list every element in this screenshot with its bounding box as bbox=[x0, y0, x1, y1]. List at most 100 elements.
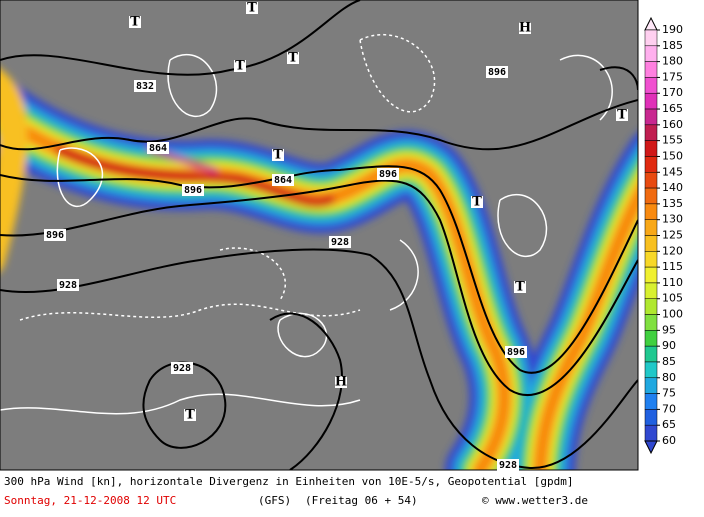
pressure-center: T bbox=[273, 148, 283, 163]
colorbar-segment bbox=[644, 45, 658, 62]
colorbar-segment bbox=[644, 92, 658, 110]
colorbar-tick-label: 135 bbox=[662, 197, 683, 210]
label-background bbox=[377, 168, 399, 180]
contour-label: 896 bbox=[184, 185, 202, 196]
colorbar-tick-label: 150 bbox=[662, 149, 683, 162]
footer-model: (GFS) bbox=[258, 494, 291, 507]
colorbar-tick-label: 130 bbox=[662, 213, 683, 226]
pressure-center: T bbox=[185, 408, 195, 423]
contour-label: 928 bbox=[331, 237, 349, 248]
pressure-center: T bbox=[617, 108, 627, 123]
label-background bbox=[471, 196, 483, 208]
colorbar-segment bbox=[644, 377, 658, 394]
contour-label: 896 bbox=[507, 347, 525, 358]
label-background bbox=[234, 60, 246, 72]
contour-label: 896 bbox=[488, 67, 506, 78]
contour-label: 864 bbox=[149, 143, 167, 154]
footer-credit: © www.wetter3.de bbox=[482, 494, 588, 507]
colorbar-tick-label: 90 bbox=[662, 339, 676, 352]
colorbar-segment bbox=[644, 393, 658, 410]
colorbar-tick-label: 115 bbox=[662, 260, 683, 273]
pressure-center: T bbox=[472, 195, 482, 210]
colorbar-segment bbox=[644, 124, 658, 141]
label-background bbox=[184, 409, 196, 421]
colorbar-segment bbox=[644, 29, 658, 47]
colorbar-tick-label: 140 bbox=[662, 181, 683, 194]
label-background bbox=[287, 52, 299, 64]
label-background bbox=[519, 22, 531, 34]
colorbar-tick-label: 155 bbox=[662, 134, 683, 147]
colorbar-tick-label: 125 bbox=[662, 229, 683, 242]
label-background bbox=[182, 184, 204, 196]
label-background bbox=[505, 346, 527, 358]
label-background bbox=[147, 142, 169, 154]
contour-label: 928 bbox=[499, 460, 517, 471]
colorbar-segment bbox=[644, 156, 658, 173]
label-background bbox=[246, 2, 258, 14]
pressure-center: T bbox=[247, 1, 257, 16]
contour-label: 896 bbox=[379, 169, 397, 180]
colorbar-tick-label: 65 bbox=[662, 418, 676, 431]
map-labels: 832 864 864 896 896 896 896 896 928 928 928 928 H H T T… bbox=[44, 1, 628, 471]
colorbar-tick-label: 105 bbox=[662, 292, 683, 305]
pressure-center: H bbox=[335, 375, 347, 390]
contour-label: 832 bbox=[136, 81, 154, 92]
contour-label: 928 bbox=[59, 280, 77, 291]
colorbar-segment bbox=[644, 140, 658, 157]
colorbar-segment bbox=[644, 235, 658, 252]
footer-date: Sonntag, 21-12-2008 12 UTC bbox=[4, 494, 176, 507]
colorbar-tick-label: 170 bbox=[662, 86, 683, 99]
colorbar-segment bbox=[644, 345, 658, 363]
pressure-center: T bbox=[515, 280, 525, 295]
colorbar-segment bbox=[644, 172, 658, 189]
colorbar-top-arrow bbox=[644, 16, 658, 31]
label-background bbox=[44, 229, 66, 241]
label-background bbox=[329, 236, 351, 248]
colorbar-tick-label: 180 bbox=[662, 55, 683, 68]
colorbar-tick-label: 165 bbox=[662, 102, 683, 115]
colorbar-tick-label: 75 bbox=[662, 387, 676, 400]
label-background bbox=[497, 459, 519, 471]
contour-label: 896 bbox=[46, 230, 64, 241]
colorbar-segment bbox=[644, 187, 658, 205]
colorbar-segment bbox=[644, 203, 658, 220]
colorbar-segment bbox=[644, 424, 658, 442]
label-background bbox=[134, 80, 156, 92]
label-background bbox=[616, 109, 628, 121]
colorbar-tick-label: 95 bbox=[662, 323, 676, 336]
colorbar-segment bbox=[644, 266, 658, 284]
colorbar-tick-label: 60 bbox=[662, 434, 676, 447]
pressure-center: T bbox=[130, 15, 140, 30]
colorbar-tick-label: 70 bbox=[662, 402, 676, 415]
colorbar-segment bbox=[644, 219, 658, 236]
colorbar-segment bbox=[644, 330, 658, 347]
colorbar-tick-label: 100 bbox=[662, 308, 683, 321]
footer-run: (Freitag 06 + 54) bbox=[305, 494, 418, 507]
pressure-center: H bbox=[519, 21, 531, 36]
geopotential-contours bbox=[0, 0, 638, 470]
colorbar-tick-label: 120 bbox=[662, 244, 683, 257]
label-background bbox=[486, 66, 508, 78]
divergence-contours bbox=[0, 34, 613, 415]
colorbar-tick-label: 175 bbox=[662, 70, 683, 83]
colorbar-segment bbox=[644, 108, 658, 126]
colorbar-segment bbox=[644, 282, 658, 299]
colorbar-tick-label: 145 bbox=[662, 165, 683, 178]
colorbar-tick-label: 185 bbox=[662, 39, 683, 52]
colorbar: 190 185 180 175 170 165 160 155 150 145 140 135 130 1… bbox=[644, 16, 683, 455]
colorbar-segment bbox=[644, 314, 658, 331]
colorbar-bottom-arrow bbox=[644, 440, 658, 455]
label-background bbox=[272, 174, 294, 186]
label-background bbox=[514, 281, 526, 293]
footer-caption: 300 hPa Wind [kn], horizontale Divergenz… bbox=[4, 475, 574, 488]
label-background bbox=[171, 362, 193, 374]
contour-label: 928 bbox=[173, 363, 191, 374]
colorbar-tick-label: 190 bbox=[662, 23, 683, 36]
colorbar-segment bbox=[644, 77, 658, 94]
colorbar-segment bbox=[644, 361, 658, 379]
colorbar-segment bbox=[644, 298, 658, 315]
label-background bbox=[335, 376, 347, 388]
colorbar-tick-label: 80 bbox=[662, 371, 676, 384]
